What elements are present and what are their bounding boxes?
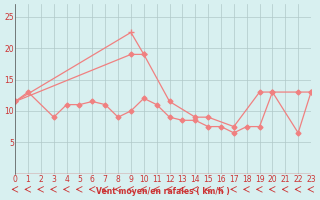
X-axis label: Vent moyen/en rafales ( km/h ): Vent moyen/en rafales ( km/h ) (96, 187, 230, 196)
